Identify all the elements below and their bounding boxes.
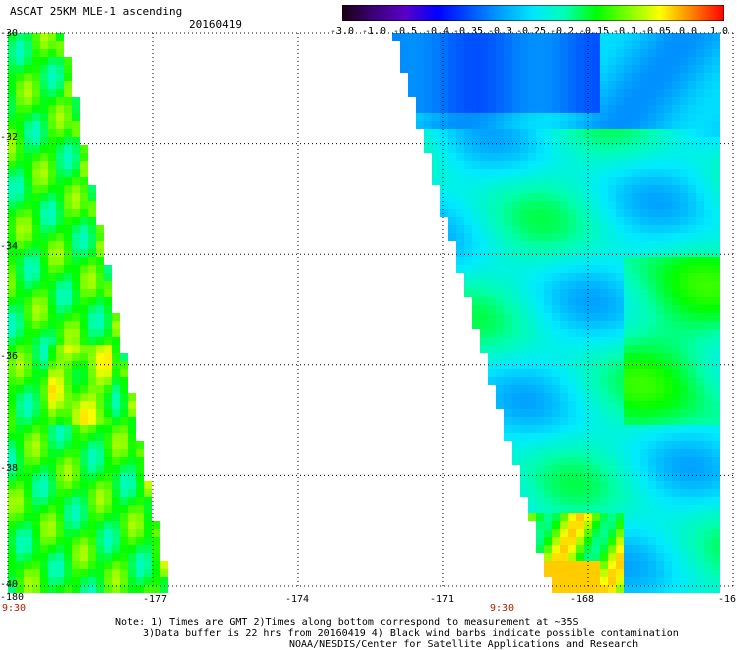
colorbar-label: 1.0 xyxy=(709,26,729,37)
lat-label-30: -30 xyxy=(0,28,19,39)
lon-label-165: -16 xyxy=(718,594,737,605)
lon-label-171: -171 xyxy=(430,594,455,605)
lon-label-180: -180 xyxy=(0,592,25,603)
note-line-1: Note: 1) Times are GMT 2)Times along bot… xyxy=(115,617,579,628)
lat-label-36: -36 xyxy=(0,351,19,362)
swath-cells xyxy=(8,33,720,593)
colorbar-label: -0.05 xyxy=(640,26,672,37)
product-date: 20160419 xyxy=(189,18,242,31)
product-title: ASCAT 25KM MLE-1 ascending xyxy=(10,5,183,18)
colorbar-label: -0.4 xyxy=(424,26,450,37)
colorbar-label: -0.2 xyxy=(549,26,575,37)
colorbar-label: -3.0 xyxy=(329,26,355,37)
colorbar-label: -0.1 xyxy=(612,26,638,37)
lon-label-174: -174 xyxy=(285,594,310,605)
lon-label-168: -168 xyxy=(570,594,595,605)
note-line-3: NOAA/NESDIS/Center for Satellite Applica… xyxy=(289,639,639,650)
colorbar-label: -0.25 xyxy=(515,26,547,37)
colorbar-label: -0.35 xyxy=(452,26,484,37)
colorbar-label: -0.5 xyxy=(392,26,418,37)
graticule xyxy=(7,32,734,587)
time-label-left: 9:30 xyxy=(2,603,27,614)
note-line-2: 3)Data buffer is 22 hrs from 20160419 4)… xyxy=(143,628,679,639)
colorbar-labels: -3.0 -1.0 -0.5 -0.4 -0.35 -0.3 -0.25 -0.2 -0.15-… xyxy=(0,0,740,40)
lat-label-38: -38 xyxy=(0,463,19,474)
lat-label-40: -40 xyxy=(0,579,19,590)
colorbar-label: 0.0 xyxy=(678,26,698,37)
lon-label-177: -177 xyxy=(143,594,168,605)
lat-label-34: -34 xyxy=(0,241,19,252)
colorbar-label: -0.15 xyxy=(578,26,610,37)
lat-label-32: -32 xyxy=(0,132,19,143)
time-label-right: 9:30 xyxy=(490,603,515,614)
colorbar-label: -0.3 xyxy=(487,26,513,37)
colorbar-label: -1.0 xyxy=(361,26,387,37)
